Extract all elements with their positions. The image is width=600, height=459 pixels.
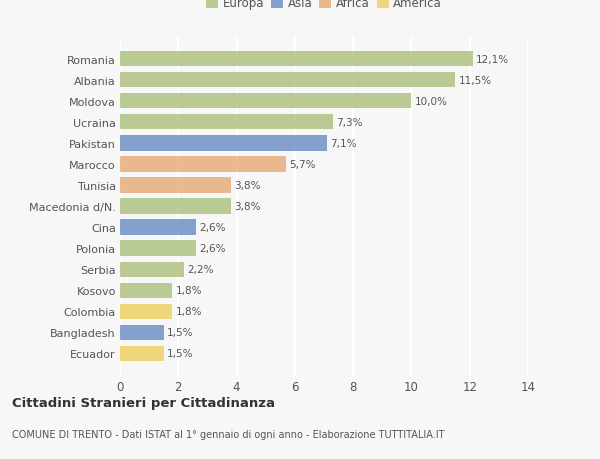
Bar	[120, 325, 164, 340]
Bar	[120, 220, 196, 235]
Text: 3,8%: 3,8%	[234, 180, 261, 190]
Text: 1,5%: 1,5%	[167, 327, 194, 337]
Bar	[120, 136, 327, 151]
Text: COMUNE DI TRENTO - Dati ISTAT al 1° gennaio di ogni anno - Elaborazione TUTTITAL: COMUNE DI TRENTO - Dati ISTAT al 1° genn…	[12, 429, 445, 439]
Bar	[120, 262, 184, 277]
Text: 5,7%: 5,7%	[290, 160, 316, 169]
Bar	[120, 199, 231, 214]
Text: Cittadini Stranieri per Cittadinanza: Cittadini Stranieri per Cittadinanza	[12, 396, 275, 409]
Bar	[120, 73, 455, 88]
Text: 1,5%: 1,5%	[167, 348, 194, 358]
Legend: Europa, Asia, Africa, America: Europa, Asia, Africa, America	[203, 0, 445, 13]
Bar	[120, 283, 172, 298]
Bar	[120, 52, 473, 67]
Text: 1,8%: 1,8%	[176, 307, 202, 316]
Bar	[120, 94, 412, 109]
Text: 2,6%: 2,6%	[199, 223, 226, 233]
Bar	[120, 157, 286, 172]
Text: 12,1%: 12,1%	[476, 55, 509, 65]
Text: 7,1%: 7,1%	[331, 139, 357, 149]
Text: 2,2%: 2,2%	[188, 264, 214, 274]
Text: 7,3%: 7,3%	[336, 118, 363, 128]
Text: 3,8%: 3,8%	[234, 202, 261, 212]
Text: 2,6%: 2,6%	[199, 244, 226, 253]
Text: 11,5%: 11,5%	[458, 76, 492, 86]
Bar	[120, 346, 164, 361]
Text: 10,0%: 10,0%	[415, 97, 448, 106]
Bar	[120, 115, 333, 130]
Text: 1,8%: 1,8%	[176, 285, 202, 296]
Bar	[120, 304, 172, 319]
Bar	[120, 178, 231, 193]
Bar	[120, 241, 196, 256]
